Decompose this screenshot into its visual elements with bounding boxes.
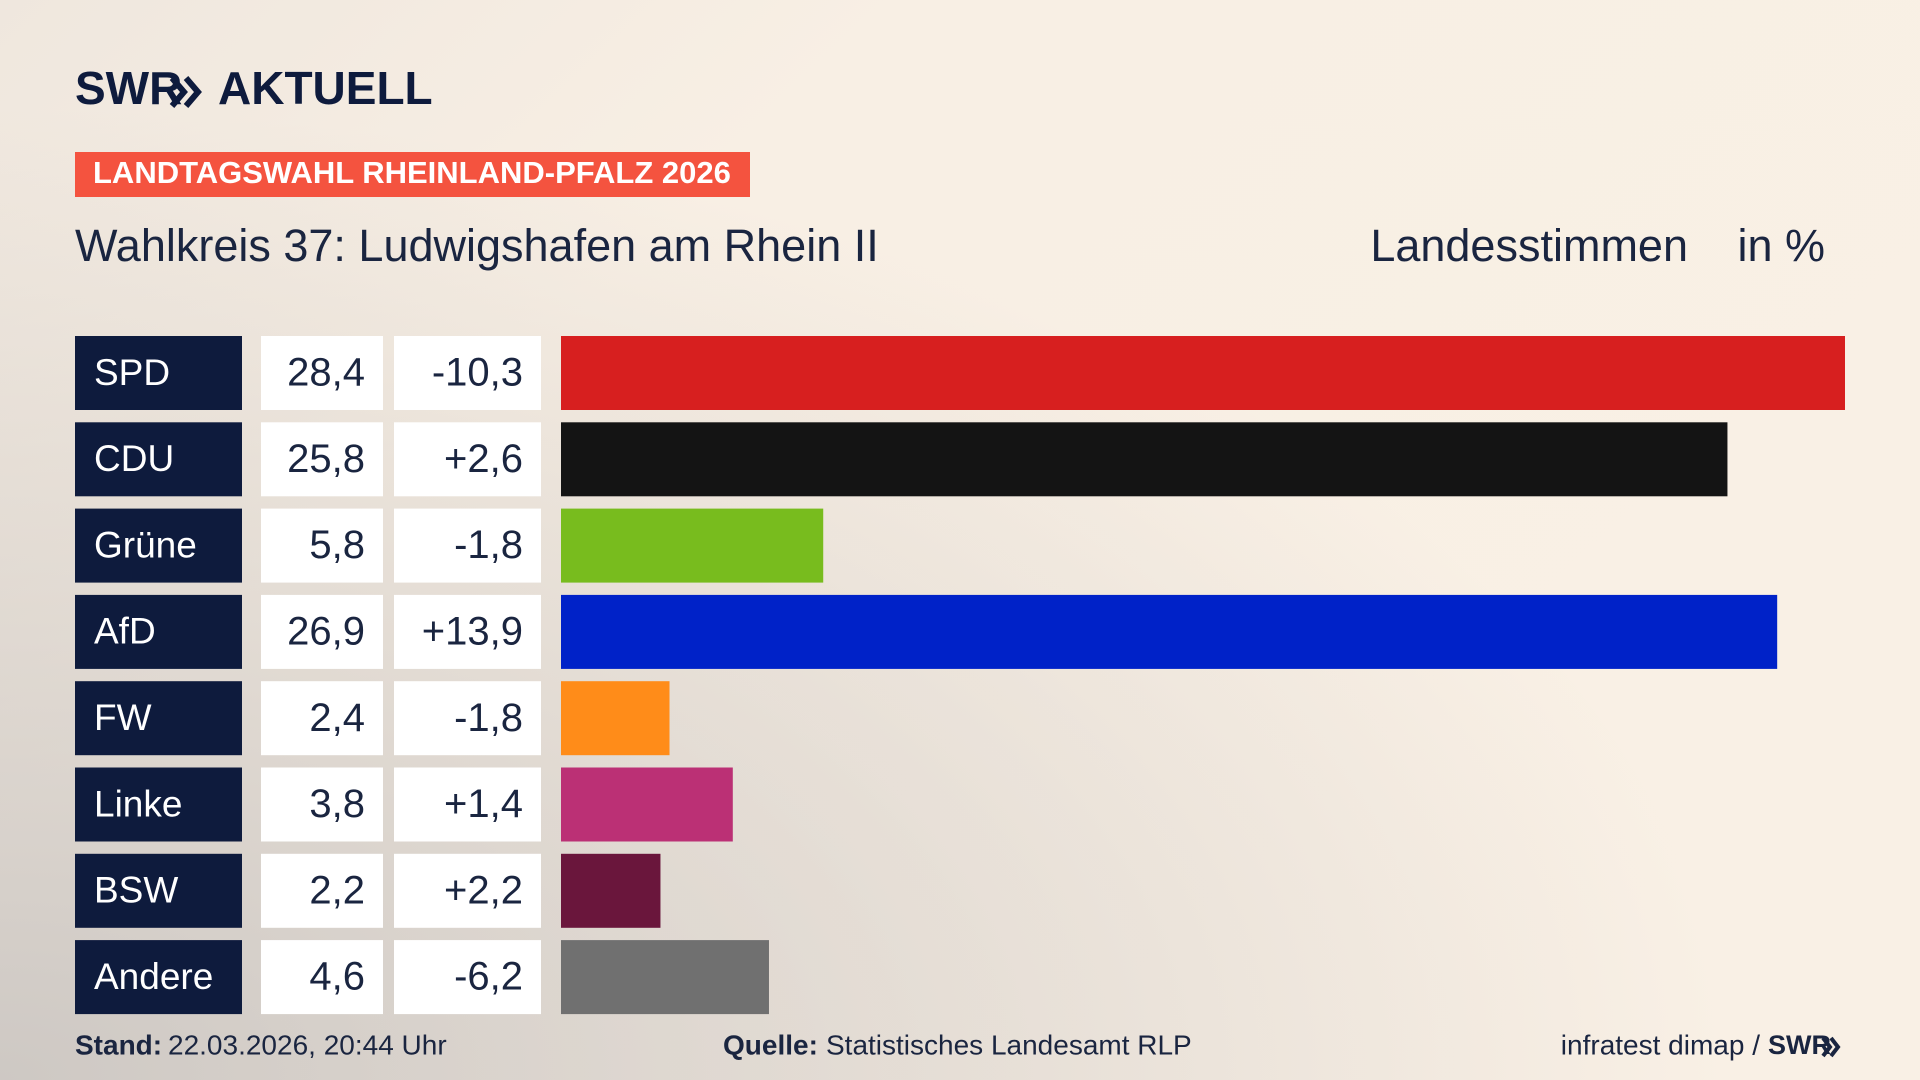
change-box xyxy=(394,940,541,1015)
value-box xyxy=(261,594,383,669)
kicker: LANDTAGSWAHL RHEINLAND-PFALZ 2026 xyxy=(93,155,731,190)
bar xyxy=(561,422,1728,497)
value-label: 26,9 xyxy=(287,609,365,653)
value-label: 4,6 xyxy=(309,955,365,999)
change-label: +2,6 xyxy=(444,437,523,481)
change-box xyxy=(394,853,541,928)
party-label: SPD xyxy=(94,352,170,393)
change-label: +13,9 xyxy=(422,609,523,653)
bar xyxy=(561,594,1778,669)
measure-label: Landesstimmen xyxy=(1370,220,1688,271)
footer: Stand: 22.03.2026, 20:44 Uhr Quelle: Sta… xyxy=(75,1029,1841,1060)
source-label: Quelle: xyxy=(723,1029,818,1060)
party-label: Grüne xyxy=(94,524,197,565)
value-label: 25,8 xyxy=(287,437,365,481)
value-box xyxy=(261,508,383,583)
party-label: FW xyxy=(94,697,152,738)
credit-chevrons xyxy=(1821,1036,1841,1058)
bar xyxy=(561,336,1845,410)
unit-label: in % xyxy=(1737,220,1825,271)
change-box xyxy=(394,422,541,497)
change-box xyxy=(394,336,541,410)
logo-chevrons xyxy=(169,76,202,108)
rows: SPD 28,4 -10,3 CDU 25,8 +2,6 Grüne 5,8 -1,8 AfD 26… xyxy=(75,336,1845,1015)
party-box xyxy=(75,336,242,410)
change-label: -1,8 xyxy=(454,696,523,740)
chart-title: Wahlkreis 37: Ludwigshafen am Rhein II xyxy=(75,220,879,271)
value-box xyxy=(261,422,383,497)
bar xyxy=(561,940,769,1015)
party-box xyxy=(75,422,242,497)
logo-suffix: AKTUELL xyxy=(218,62,433,114)
credit-brand: SWR xyxy=(1768,1030,1831,1060)
bar xyxy=(561,681,670,756)
source: Statistisches Landesamt RLP xyxy=(826,1029,1192,1060)
value-box xyxy=(261,336,383,410)
change-box xyxy=(394,594,541,669)
party-label: Andere xyxy=(94,956,213,997)
party-label: AfD xyxy=(94,611,156,652)
bar xyxy=(561,853,661,928)
party-box xyxy=(75,594,242,669)
bar xyxy=(561,767,733,842)
value-box xyxy=(261,940,383,1015)
party-box xyxy=(75,681,242,756)
party-label: Linke xyxy=(94,783,182,824)
kicker-box xyxy=(75,152,750,197)
value-box xyxy=(261,853,383,928)
change-label: -10,3 xyxy=(432,351,523,395)
stand: 22.03.2026, 20:44 Uhr xyxy=(168,1029,447,1060)
bar xyxy=(561,508,824,583)
party-box xyxy=(75,767,242,842)
change-label: +2,2 xyxy=(444,868,523,912)
value-label: 3,8 xyxy=(309,782,365,826)
change-label: -1,8 xyxy=(454,523,523,567)
party-box xyxy=(75,940,242,1015)
value-label: 5,8 xyxy=(309,523,365,567)
change-box xyxy=(394,767,541,842)
logo-brand: SWR xyxy=(75,62,182,114)
party-box xyxy=(75,853,242,928)
value-label: 28,4 xyxy=(287,351,365,395)
change-label: -6,2 xyxy=(454,955,523,999)
party-label: CDU xyxy=(94,438,174,479)
change-label: +1,4 xyxy=(444,782,523,826)
change-box xyxy=(394,508,541,583)
stand-label: Stand: xyxy=(75,1029,162,1060)
value-label: 2,2 xyxy=(309,868,365,912)
value-box xyxy=(261,681,383,756)
logo: SWR AKTUELL xyxy=(75,62,433,114)
party-box xyxy=(75,508,242,583)
party-label: BSW xyxy=(94,870,178,911)
change-box xyxy=(394,681,541,756)
value-box xyxy=(261,767,383,842)
credit: infratest dimap / xyxy=(1561,1029,1760,1060)
value-label: 2,4 xyxy=(309,696,365,740)
